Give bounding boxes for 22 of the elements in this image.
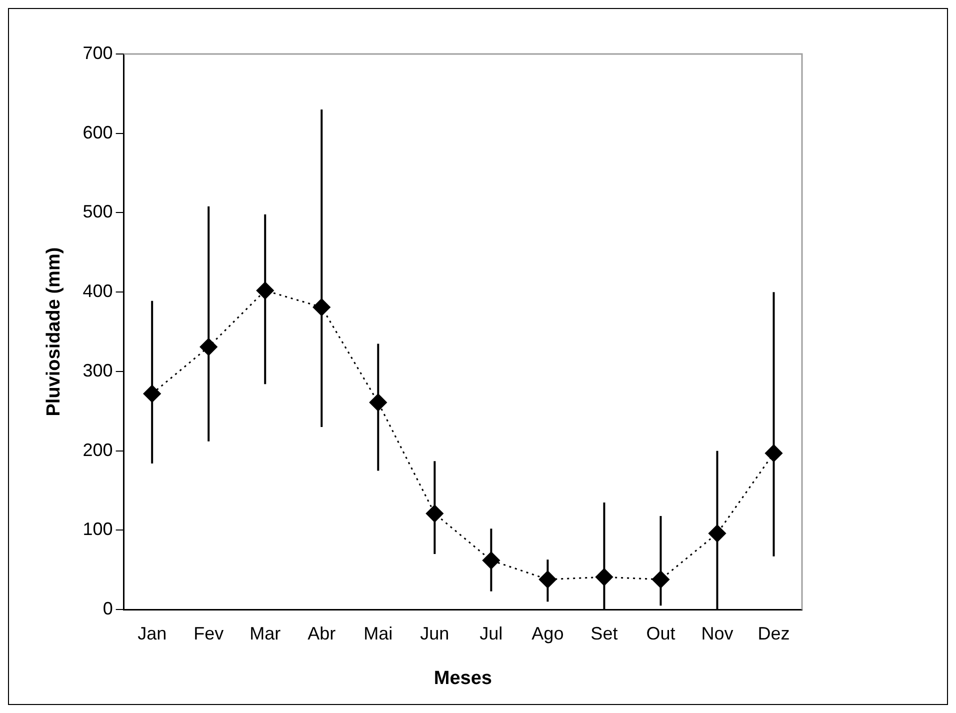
y-tick-label: 300 — [82, 360, 113, 380]
y-tick-label: 200 — [82, 440, 113, 460]
x-tick-label: Abr — [308, 623, 336, 644]
x-tick-label: Jul — [480, 623, 503, 644]
y-tick-label: 500 — [82, 202, 113, 222]
x-tick-label: Out — [646, 623, 676, 644]
x-tick-label: Set — [590, 623, 618, 644]
x-tick-label: Fev — [194, 623, 224, 644]
x-axis-title: Meses — [434, 668, 492, 689]
y-tick-label: 100 — [82, 519, 113, 540]
x-tick-label: Nov — [701, 623, 734, 644]
x-tick-label: Mar — [250, 623, 281, 644]
y-tick-label: 600 — [82, 122, 113, 142]
y-tick-label: 700 — [82, 42, 113, 63]
x-tick-label: Mai — [364, 623, 393, 644]
y-axis-title: Pluviosidade (mm) — [44, 247, 65, 416]
x-tick-label: Dez — [758, 623, 790, 644]
y-tick-label: 400 — [82, 281, 113, 302]
x-tick-label: Ago — [532, 623, 564, 644]
x-tick-label: Jan — [138, 623, 167, 644]
y-tick-label: 0 — [102, 598, 113, 619]
x-tick-label: Jun — [420, 623, 450, 644]
